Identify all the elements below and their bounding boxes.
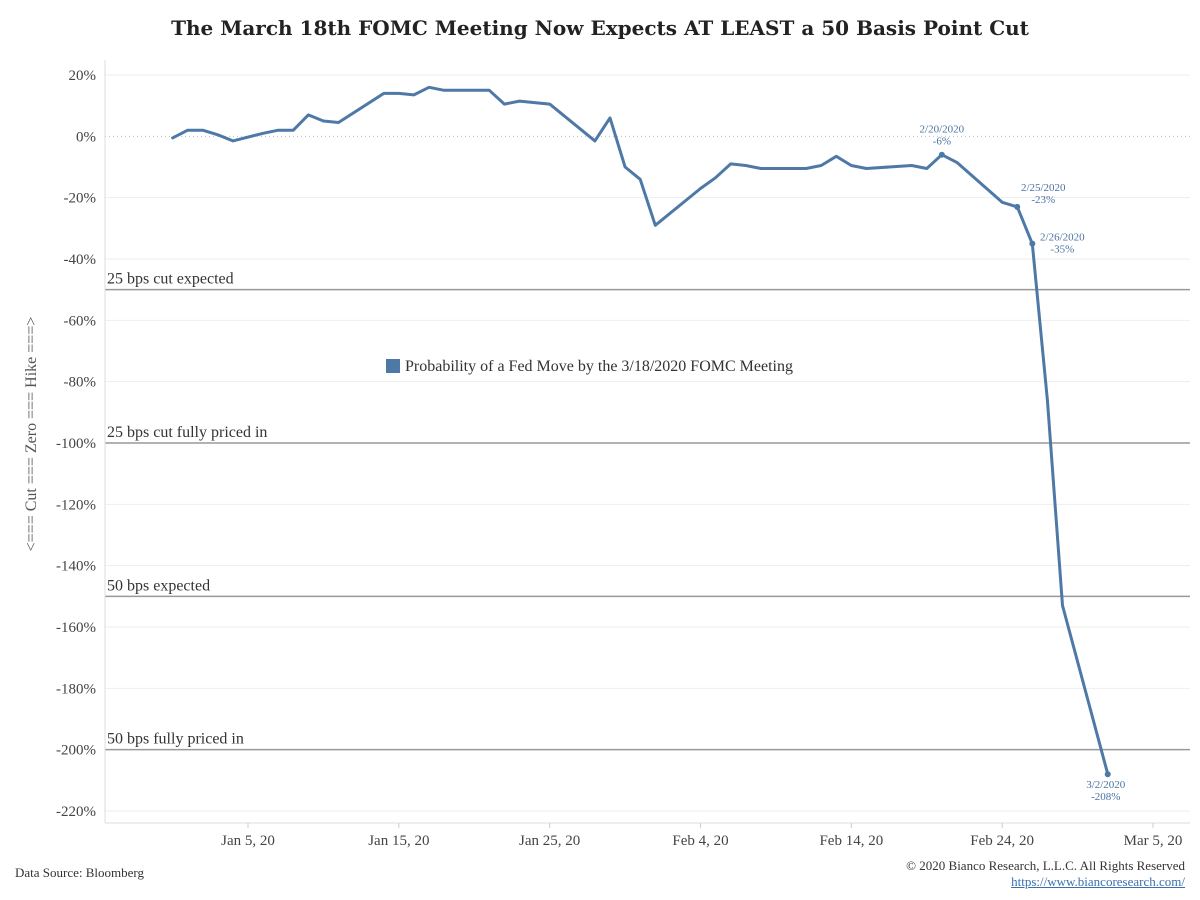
x-tick-label: Feb 4, 20: [672, 833, 728, 849]
legend-swatch: [386, 359, 400, 373]
y-tick-label: -140%: [56, 559, 96, 575]
annotation-date: 2/20/2020: [920, 124, 965, 136]
y-tick-label: -40%: [64, 252, 97, 268]
annotations: 2/20/2020-6% 2/25/2020-23% 2/26/2020-35% 3/…: [920, 124, 1126, 803]
website-link[interactable]: https://www.biancoresearch.com/: [1011, 874, 1185, 889]
y-tick-label: 20%: [69, 68, 97, 84]
y-tick-label: -100%: [56, 436, 96, 452]
y-tick-label: -80%: [64, 375, 97, 391]
annotation-marker: [1029, 240, 1036, 247]
reference-line-label: 25 bps cut fully priced in: [107, 424, 267, 441]
x-tick-label: Jan 5, 20: [221, 833, 275, 849]
y-tick-label: 0%: [76, 129, 96, 145]
annotation-value: -6%: [933, 136, 951, 148]
annotation-marker: [1104, 771, 1111, 778]
series-line: [171, 85, 1110, 776]
annotation-marker: [1014, 203, 1021, 210]
copyright-block: © 2020 Bianco Research, L.L.C. All Right…: [906, 858, 1185, 890]
y-tick-label: -220%: [56, 804, 96, 820]
annotation-date: 2/26/2020: [1040, 232, 1085, 244]
y-tick-label: -160%: [56, 620, 96, 636]
annotation-value: -35%: [1050, 244, 1074, 256]
x-tick-label: Mar 5, 20: [1124, 833, 1183, 849]
reference-line-label: 50 bps expected: [107, 577, 210, 594]
annotation-date: 3/2/2020: [1086, 779, 1126, 791]
series-layer: [171, 85, 1110, 776]
reference-line-label: 25 bps cut expected: [107, 271, 234, 288]
y-tick-label: -180%: [56, 681, 96, 697]
axes: 20% 0% -20% -40% -60% -80% -100% -120% -140% -160…: [23, 60, 1190, 849]
reference-lines: 25 bps cut expected 25 bps cut fully pric…: [105, 271, 1190, 751]
x-tick-label: Feb 24, 20: [970, 833, 1034, 849]
annotation-value: -23%: [1031, 194, 1055, 206]
y-tick-label: -20%: [64, 191, 97, 207]
annotation-marker: [938, 151, 945, 158]
annotation-value: -208%: [1091, 791, 1120, 803]
y-tick-label: -120%: [56, 497, 96, 513]
annotation-date: 2/25/2020: [1021, 182, 1066, 194]
chart-title: The March 18th FOMC Meeting Now Expects …: [171, 16, 1029, 40]
legend-label: Probability of a Fed Move by the 3/18/20…: [405, 358, 793, 375]
y-tick-label: -200%: [56, 743, 96, 759]
y-axis-title: <=== Cut === Zero === Hike ===>: [23, 317, 40, 552]
x-tick-label: Jan 15, 20: [368, 833, 429, 849]
reference-line-label: 50 bps fully priced in: [107, 731, 244, 748]
copyright-text: © 2020 Bianco Research, L.L.C. All Right…: [906, 858, 1185, 873]
x-tick-label: Feb 14, 20: [819, 833, 883, 849]
legend: Probability of a Fed Move by the 3/18/20…: [386, 358, 793, 375]
data-source: Data Source: Bloomberg: [15, 865, 145, 880]
y-tick-label: -60%: [64, 313, 97, 329]
x-tick-label: Jan 25, 20: [519, 833, 580, 849]
